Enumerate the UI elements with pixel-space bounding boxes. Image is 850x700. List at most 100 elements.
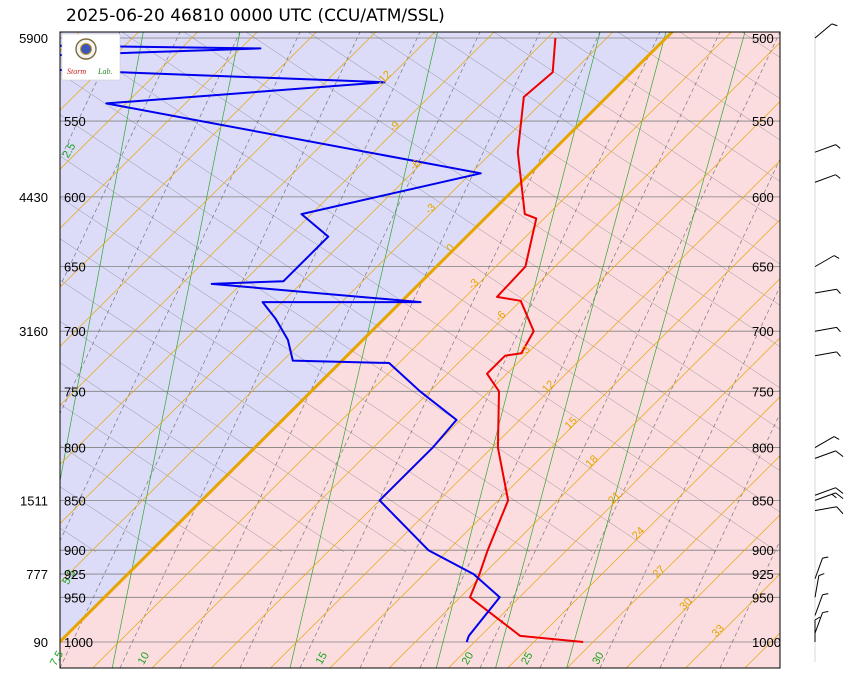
- dry-adiabat: [60, 445, 221, 553]
- wind-barb-staff: [814, 450, 836, 459]
- storm-lab-logo: Storm Lab.: [61, 33, 121, 81]
- moist-adiabat: [479, 32, 780, 668]
- wind-barb: [814, 573, 825, 598]
- wind-barb: [814, 610, 829, 634]
- dry-adiabat: [183, 32, 780, 430]
- wind-barb: [814, 144, 841, 153]
- dry-adiabat: [60, 238, 531, 553]
- wind-barb-staff: [814, 255, 835, 268]
- isotherm-line: [92, 32, 732, 668]
- isotherm-line: [388, 278, 780, 668]
- isotherm-line: [60, 32, 317, 288]
- pressure-label-left: 550: [64, 114, 86, 129]
- pressure-label-right: 925: [752, 567, 774, 582]
- chart-title: 2025-06-20 46810 0000 UTC (CCU/ATM/SSL): [66, 6, 445, 26]
- chart-profiles: [60, 37, 584, 643]
- wind-barb-staff: [814, 594, 823, 616]
- wind-barb-staff: [814, 351, 837, 357]
- isotherm-line: [151, 41, 780, 668]
- wind-barb: [814, 492, 844, 501]
- pressure-label-right: 900: [752, 543, 774, 558]
- pressure-label-left: 900: [64, 543, 86, 558]
- pressure-label-right: 950: [752, 590, 774, 605]
- dry-adiabat: [60, 279, 469, 553]
- wind-barb: [814, 487, 844, 496]
- height-label: 4430: [19, 190, 48, 205]
- isotherm-line: [447, 337, 780, 668]
- wind-barb-flag: [835, 487, 844, 494]
- dry-adiabat: [555, 32, 780, 182]
- moist-adiabat: [179, 32, 481, 668]
- isotherm-line: [60, 32, 140, 111]
- bottom-axis-label: 15: [314, 650, 331, 667]
- isotherm-line: [796, 0, 850, 676]
- height-label: 1511: [20, 493, 48, 508]
- wind-barb-half-flag: [836, 327, 841, 333]
- zero-isotherm: [60, 32, 675, 644]
- moist-adiabat: [119, 32, 421, 668]
- wind-barb: [814, 506, 844, 515]
- pressure-label-right: 650: [752, 260, 774, 275]
- isotherm-line: [270, 160, 780, 668]
- wind-barb-flag: [835, 450, 844, 458]
- height-label: 777: [26, 567, 48, 582]
- pressure-label-left: 1000: [64, 635, 93, 650]
- wind-barb-staff: [814, 174, 836, 183]
- isotherm-line: [507, 396, 780, 668]
- dewpoint-profile-line: [60, 44, 501, 643]
- plot-border: [59, 31, 781, 669]
- pressure-label-left: 700: [64, 324, 86, 339]
- pressure-label-right: 800: [752, 441, 774, 456]
- wind-barb-half-flag: [835, 174, 841, 179]
- wind-barb-half-flag: [831, 493, 837, 499]
- wind-barb-staff: [814, 612, 823, 634]
- dry-adiabat: [60, 73, 779, 553]
- moist-adiabat: [299, 32, 601, 668]
- wind-barb: [814, 616, 821, 642]
- wind-barb: [814, 288, 841, 294]
- wind-barb-staff: [814, 506, 837, 512]
- dry-adiabat: [307, 32, 780, 347]
- wind-barb-staff: [814, 436, 835, 448]
- wind-barb-staff: [814, 557, 823, 579]
- dry-adiabat: [121, 32, 780, 471]
- dry-adiabat: [60, 362, 345, 553]
- bottom-axis-label: 20: [460, 650, 477, 667]
- isotherm-line: [60, 32, 555, 525]
- wind-barb-staff: [814, 23, 833, 39]
- wind-barb: [814, 326, 841, 333]
- pressure-label-left: 650: [64, 260, 86, 275]
- wind-barb-flag: [835, 492, 844, 500]
- chart-grid: [60, 0, 850, 676]
- wind-barb-half-flag: [818, 573, 825, 577]
- wind-barb: [814, 255, 840, 268]
- moist-adiabat: [359, 32, 661, 668]
- wind-barb-half-flag: [831, 23, 838, 27]
- pressure-label-left: 925: [64, 567, 86, 582]
- wind-barb: [814, 556, 829, 579]
- isotherm-line: [60, 32, 436, 406]
- dry-adiabat: [60, 155, 655, 553]
- isotherm-line: [60, 32, 199, 170]
- wind-barb-staff: [814, 487, 836, 496]
- wind-barb-half-flag: [822, 610, 829, 614]
- dry-adiabat: [245, 32, 780, 389]
- mixing-ratio-line: [495, 32, 667, 668]
- moist-adiabat: [60, 32, 361, 668]
- moist-adiabat: [60, 32, 301, 542]
- dry-adiabat: [493, 32, 780, 223]
- wind-barb: [814, 593, 829, 616]
- isotherm-line: [60, 32, 495, 466]
- moist-adiabat: [599, 285, 780, 668]
- height-label: 5900: [19, 31, 48, 46]
- wind-barb-half-flag: [836, 288, 841, 294]
- dry-adiabat: [369, 32, 780, 306]
- mixing-ratio-line: [566, 32, 746, 668]
- wind-barbs: [814, 23, 844, 662]
- pressure-label-right: 700: [752, 324, 774, 339]
- wind-barb-staff: [814, 144, 836, 153]
- dry-adiabat: [60, 114, 717, 553]
- isotherm-line: [60, 32, 377, 347]
- pressure-label-right: 500: [752, 31, 774, 46]
- wind-barb-flag: [836, 506, 844, 515]
